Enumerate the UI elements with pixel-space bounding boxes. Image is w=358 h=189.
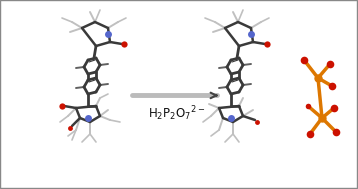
Text: H$_2$P$_2$O$_7$$^{2-}$: H$_2$P$_2$O$_7$$^{2-}$ [148,104,205,123]
